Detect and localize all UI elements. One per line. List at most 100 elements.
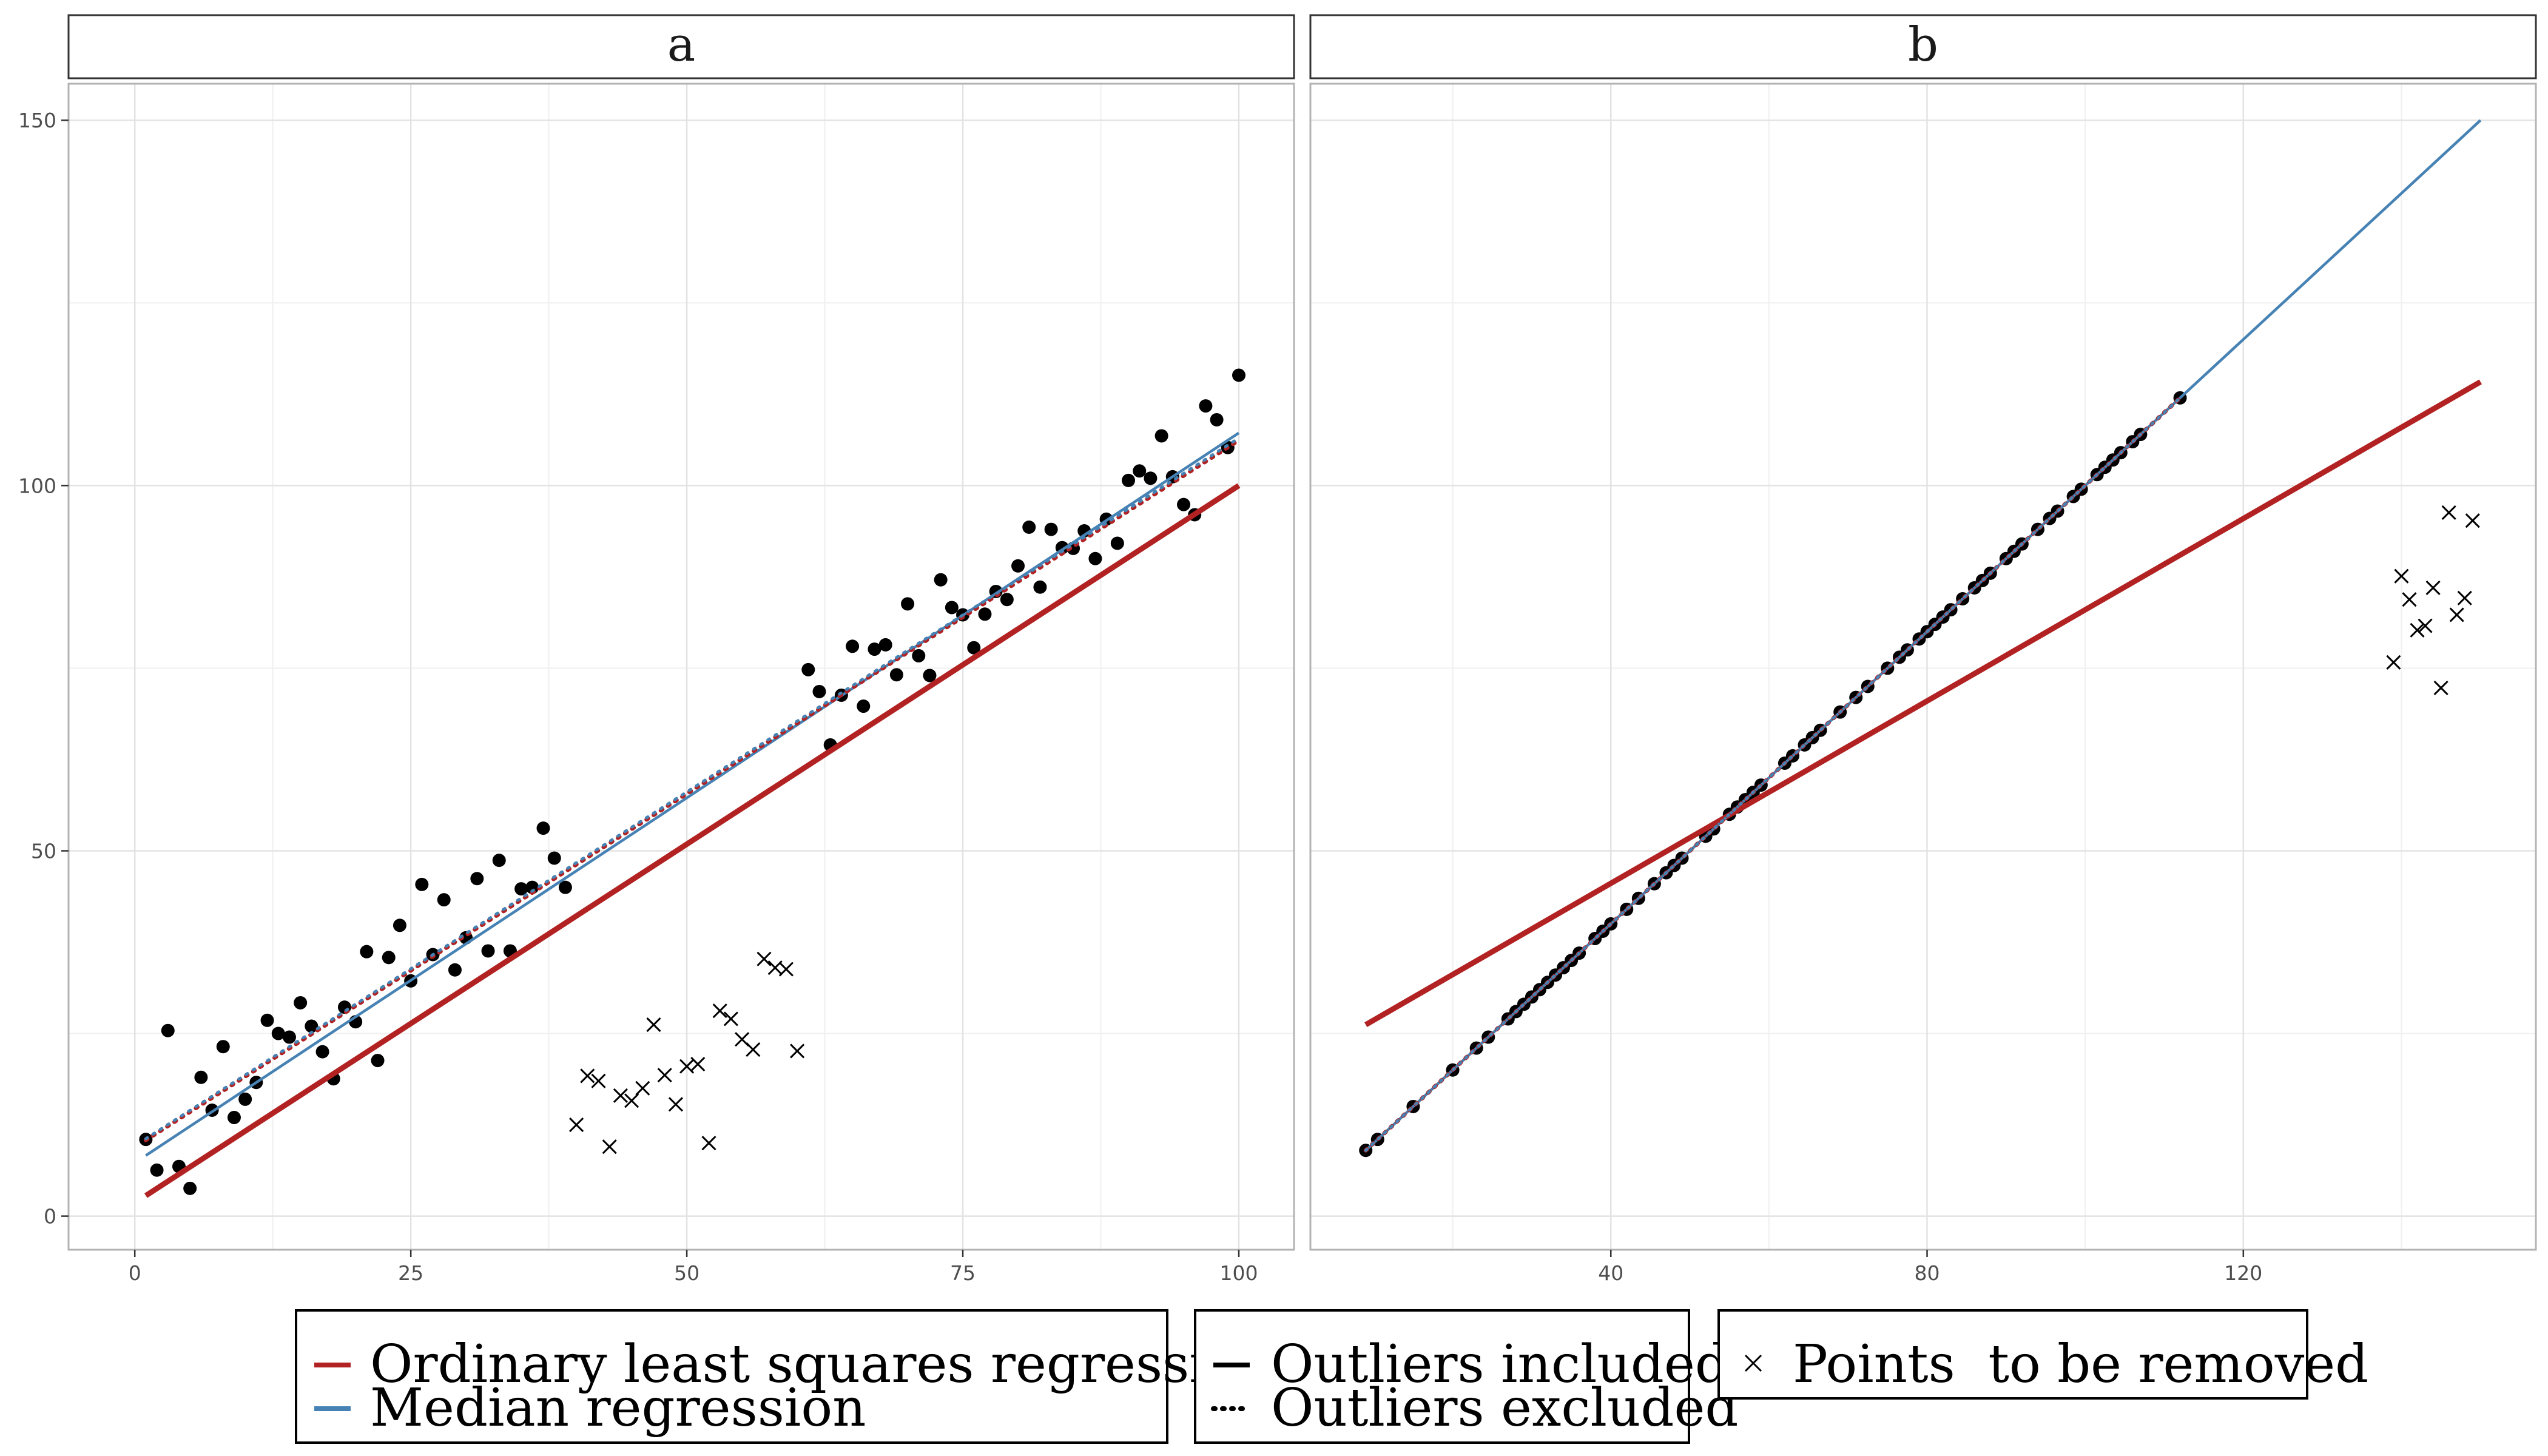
legend-cross-icon — [1744, 1354, 1762, 1372]
panel-a-point — [514, 882, 528, 896]
panel-a-point — [1210, 413, 1224, 426]
legend-ols-label: Ordinary least squares regression — [370, 1334, 1271, 1395]
panel-a-removed-point — [778, 962, 794, 977]
panel-a-point — [1110, 536, 1124, 550]
panel-a-point — [1232, 368, 1246, 382]
panel-a-point — [934, 573, 948, 587]
panel-a-x-tick-label: 50 — [674, 1261, 699, 1285]
legend-colour-box — [295, 1309, 1168, 1444]
panel-a-removed-point — [701, 1136, 716, 1151]
panel-a-border — [67, 83, 1295, 1251]
panel-b-removed-point — [2441, 505, 2456, 520]
panel-a-removed-point — [613, 1088, 628, 1103]
panel-a-point — [536, 821, 550, 835]
legend-shape: Points to be removed — [1717, 1309, 2368, 1400]
panel-b-removed-point — [2418, 618, 2433, 633]
panel-b-removed-point — [2433, 680, 2449, 695]
panel-a-point — [1133, 464, 1147, 478]
panel-b-removed-point — [2449, 607, 2464, 622]
panel-a-point — [1011, 559, 1025, 573]
panel-a-removed-point — [757, 951, 772, 966]
panel-b-removed-point — [2394, 568, 2409, 584]
legend-linetype-box — [1194, 1309, 1690, 1444]
panel-b-x-tick-label: 120 — [2224, 1261, 2262, 1285]
panel-a-point — [801, 662, 815, 676]
panel-a-point — [1154, 429, 1168, 443]
panel-a-y-tick-label: 50 — [31, 839, 56, 863]
panel-a-removed-point — [646, 1017, 661, 1033]
panel-a-point — [923, 669, 937, 682]
panel-a-point — [260, 1013, 274, 1027]
panel-a-point — [1033, 580, 1047, 594]
panel-a-strip — [67, 14, 1295, 79]
panel-a-x-tick-label: 25 — [398, 1261, 423, 1285]
panel-a-point — [305, 1019, 318, 1033]
panel-a-point — [216, 1040, 230, 1054]
panel-a-removed-point — [712, 1003, 727, 1019]
panel-a-point — [437, 893, 451, 907]
panel-a-point — [525, 880, 539, 894]
panel-a-point — [481, 944, 495, 958]
panel-a-point — [238, 1092, 252, 1106]
panel-a-point — [1144, 471, 1158, 485]
panel-b-removed-point — [2465, 513, 2480, 528]
panel-a-removed-point — [591, 1073, 606, 1088]
panel-a-point — [371, 1054, 385, 1068]
panel-a-point — [547, 851, 561, 865]
legend-removed-label: Points to be removed — [1793, 1334, 2368, 1395]
panel-a-point — [912, 649, 926, 662]
panel-a-removed-point — [602, 1139, 617, 1154]
panel-a-point — [271, 1026, 285, 1040]
panel-a-plot-area: 0 25 50 75 100 0 50 100 150 — [18, 83, 1295, 1285]
panel-a-point — [878, 638, 892, 652]
panel-a-removed-point — [723, 1011, 738, 1026]
panel-a-point — [812, 684, 826, 698]
panel-a-removed-point — [624, 1093, 639, 1108]
panel-a-point — [857, 699, 871, 713]
panel-a-point — [868, 642, 881, 656]
panel-a-point — [282, 1030, 296, 1044]
panel-b: b 40 80 120 — [1309, 14, 2537, 1285]
panel-a-y-tick-label: 100 — [18, 474, 56, 497]
panel-b-removed-point — [2457, 590, 2472, 605]
panel-a-point — [470, 872, 484, 886]
panel-a-point — [1000, 593, 1014, 607]
panel-a-point — [1177, 497, 1191, 511]
panel-a: a 0 25 50 75 100 0 50 100 150 — [18, 14, 1295, 1285]
panel-a-point — [1199, 399, 1213, 413]
panel-a-removed-point — [790, 1043, 805, 1059]
panel-a-point — [161, 1023, 175, 1037]
legend-median-label: Median regression — [370, 1378, 866, 1438]
panel-a-removed-point — [635, 1080, 650, 1096]
panel-a-x-tick-label: 75 — [950, 1261, 976, 1285]
legend-shape-box — [1717, 1309, 2308, 1400]
panel-b-removed-point — [2425, 580, 2441, 596]
panel-b-line-ols-included — [1364, 379, 2482, 1027]
legend-colour: Ordinary least squares regression Median… — [295, 1309, 1271, 1444]
panel-a-point — [393, 918, 406, 932]
panel-b-removed-point — [2410, 622, 2425, 638]
panel-a-line-ols-excluded — [143, 438, 1241, 1142]
panel-a-point — [415, 877, 429, 891]
panel-a-x-tick-label: 0 — [129, 1261, 141, 1285]
panel-a-point — [194, 1070, 208, 1084]
panel-a-point — [360, 945, 374, 959]
panel-a-x-tick-label: 100 — [1220, 1261, 1258, 1285]
legend-included-label: Outliers included — [1271, 1334, 1728, 1395]
panel-a-removed-point — [657, 1068, 672, 1083]
panel-b-strip — [1309, 14, 2537, 79]
panel-a-point — [150, 1163, 164, 1177]
panel-a-point — [382, 951, 396, 965]
panel-a-point — [889, 668, 903, 682]
panel-a-removed-point — [580, 1068, 595, 1084]
panel-b-plot-area: 40 80 120 — [1309, 83, 2537, 1285]
panel-a-line-median-excluded — [144, 436, 1241, 1141]
panel-a-point — [227, 1111, 241, 1125]
panel-a-point — [183, 1181, 197, 1195]
panel-a-point — [967, 641, 981, 655]
legend-excluded-label: Outliers excluded — [1271, 1378, 1738, 1438]
panel-b-x-tick-label: 80 — [1915, 1261, 1940, 1285]
panel-a-point — [315, 1045, 329, 1059]
panel-a-point — [1122, 473, 1136, 487]
